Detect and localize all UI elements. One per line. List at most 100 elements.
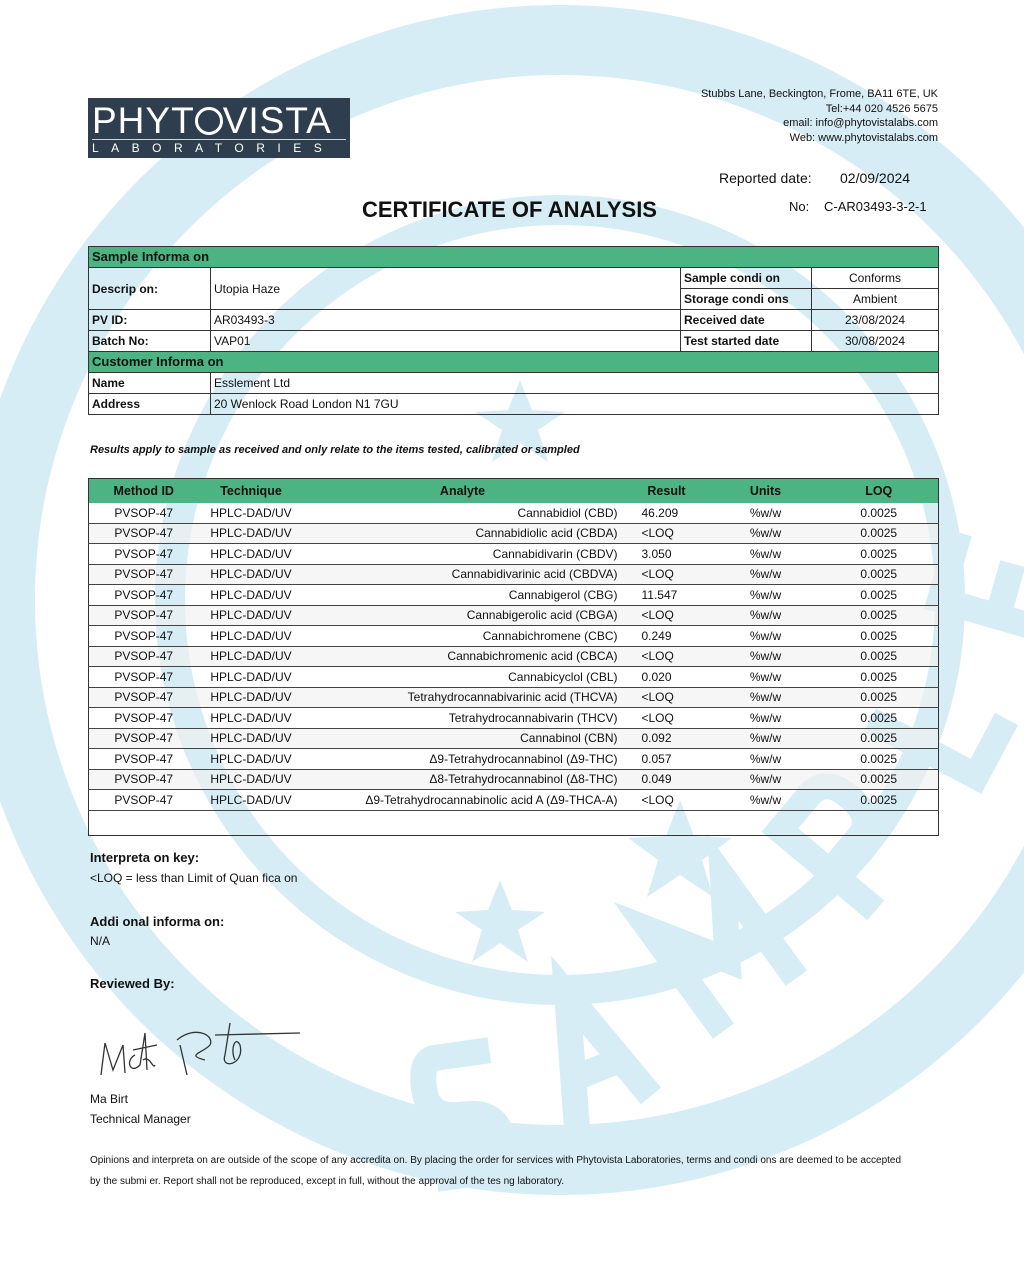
- table-row: PVSOP-47 HPLC-DAD/UV Cannabichromene (CBC)…: [88, 625, 939, 647]
- cell-result: <LOQ: [621, 687, 712, 708]
- received-date-label: Received date: [680, 309, 812, 331]
- col-units: Units: [711, 478, 820, 503]
- storage-conditions-label: Storage condi ons: [680, 288, 812, 310]
- cell-analyte: Tetrahydrocannabivarin (THCV): [303, 707, 622, 729]
- empty-cell: [89, 810, 939, 835]
- cell-units: %w/w: [711, 646, 820, 667]
- cell-method-id: PVSOP-47: [88, 523, 199, 544]
- cell-result: 11.547: [621, 584, 712, 606]
- cell-method-id: PVSOP-47: [88, 789, 199, 811]
- phone: Tel:+44 020 4526 5675: [825, 102, 938, 115]
- cell-analyte: Cannabidivarin (CBDV): [303, 543, 622, 565]
- pvid-label: PV ID:: [88, 309, 211, 331]
- table-row: PVSOP-47 HPLC-DAD/UV Cannabinol (CBN) 0.092…: [88, 728, 939, 749]
- cell-technique: HPLC-DAD/UV: [198, 646, 304, 667]
- cell-loq: 0.0025: [819, 789, 939, 811]
- batch-label: Batch No:: [88, 330, 211, 352]
- cell-units: %w/w: [711, 728, 820, 749]
- cell-loq: 0.0025: [819, 666, 939, 688]
- certificate-number-value: C-AR03493-3-2-1: [824, 199, 927, 214]
- col-method-id: Method ID: [88, 478, 199, 503]
- cell-method-id: PVSOP-47: [88, 769, 199, 790]
- cell-analyte: Tetrahydrocannabivarinic acid (THCVA): [303, 687, 622, 708]
- cell-units: %w/w: [711, 543, 820, 565]
- cell-loq: 0.0025: [819, 543, 939, 565]
- cell-analyte: Δ9-Tetrahydrocannabinolic acid A (Δ9-THC…: [303, 789, 622, 811]
- cell-loq: 0.0025: [819, 707, 939, 729]
- description-label: Descrip on:: [88, 267, 211, 310]
- cell-units: %w/w: [711, 503, 820, 524]
- reported-date-value: 02/09/2024: [840, 170, 911, 186]
- cell-units: %w/w: [711, 584, 820, 606]
- cell-method-id: PVSOP-47: [88, 728, 199, 749]
- cell-method-id: PVSOP-47: [88, 584, 199, 606]
- cell-analyte: Cannabinol (CBN): [303, 728, 622, 749]
- interpretation-heading: Interpreta on key:: [90, 850, 200, 865]
- cell-technique: HPLC-DAD/UV: [198, 523, 304, 544]
- cell-loq: 0.0025: [819, 625, 939, 647]
- customer-name-label: Name: [88, 372, 211, 394]
- cell-result: <LOQ: [621, 789, 712, 811]
- reviewed-heading: Reviewed By:: [90, 976, 175, 991]
- footer-line-1: Opinions and interpreta on are outside o…: [90, 1155, 902, 1166]
- cell-units: %w/w: [711, 523, 820, 544]
- cell-loq: 0.0025: [819, 564, 939, 585]
- address-line: Stubbs Lane, Beckington, Frome, BA11 6TE…: [700, 88, 938, 100]
- cell-method-id: PVSOP-47: [88, 564, 199, 585]
- empty-row: [89, 810, 939, 835]
- cell-method-id: PVSOP-47: [88, 666, 199, 688]
- cell-technique: HPLC-DAD/UV: [198, 769, 304, 790]
- cell-technique: HPLC-DAD/UV: [198, 584, 304, 606]
- customer-name-value: Esslement Ltd: [209, 372, 940, 394]
- test-started-label: Test started date: [680, 330, 812, 352]
- cell-technique: HPLC-DAD/UV: [198, 728, 304, 749]
- col-result: Result: [621, 478, 712, 503]
- additional-heading: Addi onal informa on:: [90, 914, 225, 929]
- cell-units: %w/w: [711, 605, 820, 626]
- cell-analyte: Cannabicyclol (CBL): [303, 666, 622, 688]
- cell-loq: 0.0025: [819, 646, 939, 667]
- cell-technique: HPLC-DAD/UV: [198, 789, 304, 811]
- received-date-value: 23/08/2024: [810, 309, 940, 331]
- table-row: PVSOP-47 HPLC-DAD/UV Tetrahydrocannabivari…: [88, 707, 939, 729]
- cell-units: %w/w: [711, 687, 820, 708]
- watermark-lettering: [410, 529, 1024, 1192]
- cell-method-id: PVSOP-47: [88, 625, 199, 647]
- cell-units: %w/w: [711, 666, 820, 688]
- description-value: Utopia Haze: [210, 267, 681, 310]
- cell-method-id: PVSOP-47: [88, 543, 199, 565]
- cell-technique: HPLC-DAD/UV: [198, 666, 304, 688]
- results-table: Method ID Technique Analyte Result Units…: [88, 478, 939, 836]
- cell-analyte: Cannabichromenic acid (CBCA): [303, 646, 622, 667]
- cell-units: %w/w: [711, 769, 820, 790]
- table-row: PVSOP-47 HPLC-DAD/UV Tetrahydrocannabivari…: [88, 687, 939, 708]
- cell-method-id: PVSOP-47: [88, 748, 199, 770]
- storage-conditions-value: Ambient: [810, 288, 940, 310]
- cell-result: <LOQ: [621, 646, 712, 667]
- table-row: PVSOP-47 HPLC-DAD/UV Cannabichromenic acid…: [88, 646, 939, 667]
- page-title: CERTIFICATE OF ANALYSIS: [362, 197, 657, 222]
- batch-value: VAP01: [210, 330, 681, 352]
- cell-technique: HPLC-DAD/UV: [198, 625, 304, 647]
- col-technique: Technique: [198, 478, 304, 503]
- cell-analyte: Cannabigerol (CBG): [303, 584, 622, 606]
- cell-method-id: PVSOP-47: [88, 605, 199, 626]
- sample-condition-value: Conforms: [810, 267, 940, 289]
- cell-result: 3.050: [621, 543, 712, 565]
- pvid-value: AR03493-3: [210, 309, 681, 331]
- cell-method-id: PVSOP-47: [88, 646, 199, 667]
- cell-method-id: PVSOP-47: [88, 687, 199, 708]
- sample-info-table: Sample Informa on Descrip on: Utopia Haz…: [87, 246, 940, 415]
- additional-text: N/A: [90, 934, 111, 948]
- table-row: PVSOP-47 HPLC-DAD/UV Δ9-Tetrahydrocannabin…: [88, 789, 939, 811]
- table-row: PVSOP-47 HPLC-DAD/UV Cannabicyclol (CBL) 0.…: [88, 666, 939, 688]
- col-loq: LOQ: [819, 478, 939, 503]
- col-analyte: Analyte: [303, 478, 622, 503]
- table-row: PVSOP-47 HPLC-DAD/UV Cannabidivarinic acid…: [88, 564, 939, 585]
- cell-technique: HPLC-DAD/UV: [198, 605, 304, 626]
- customer-address-label: Address: [88, 393, 211, 415]
- table-row: PVSOP-47 HPLC-DAD/UV Δ9-Tetrahydrocannabin…: [88, 748, 939, 770]
- cell-technique: HPLC-DAD/UV: [198, 748, 304, 770]
- cell-technique: HPLC-DAD/UV: [198, 687, 304, 708]
- cell-loq: 0.0025: [819, 687, 939, 708]
